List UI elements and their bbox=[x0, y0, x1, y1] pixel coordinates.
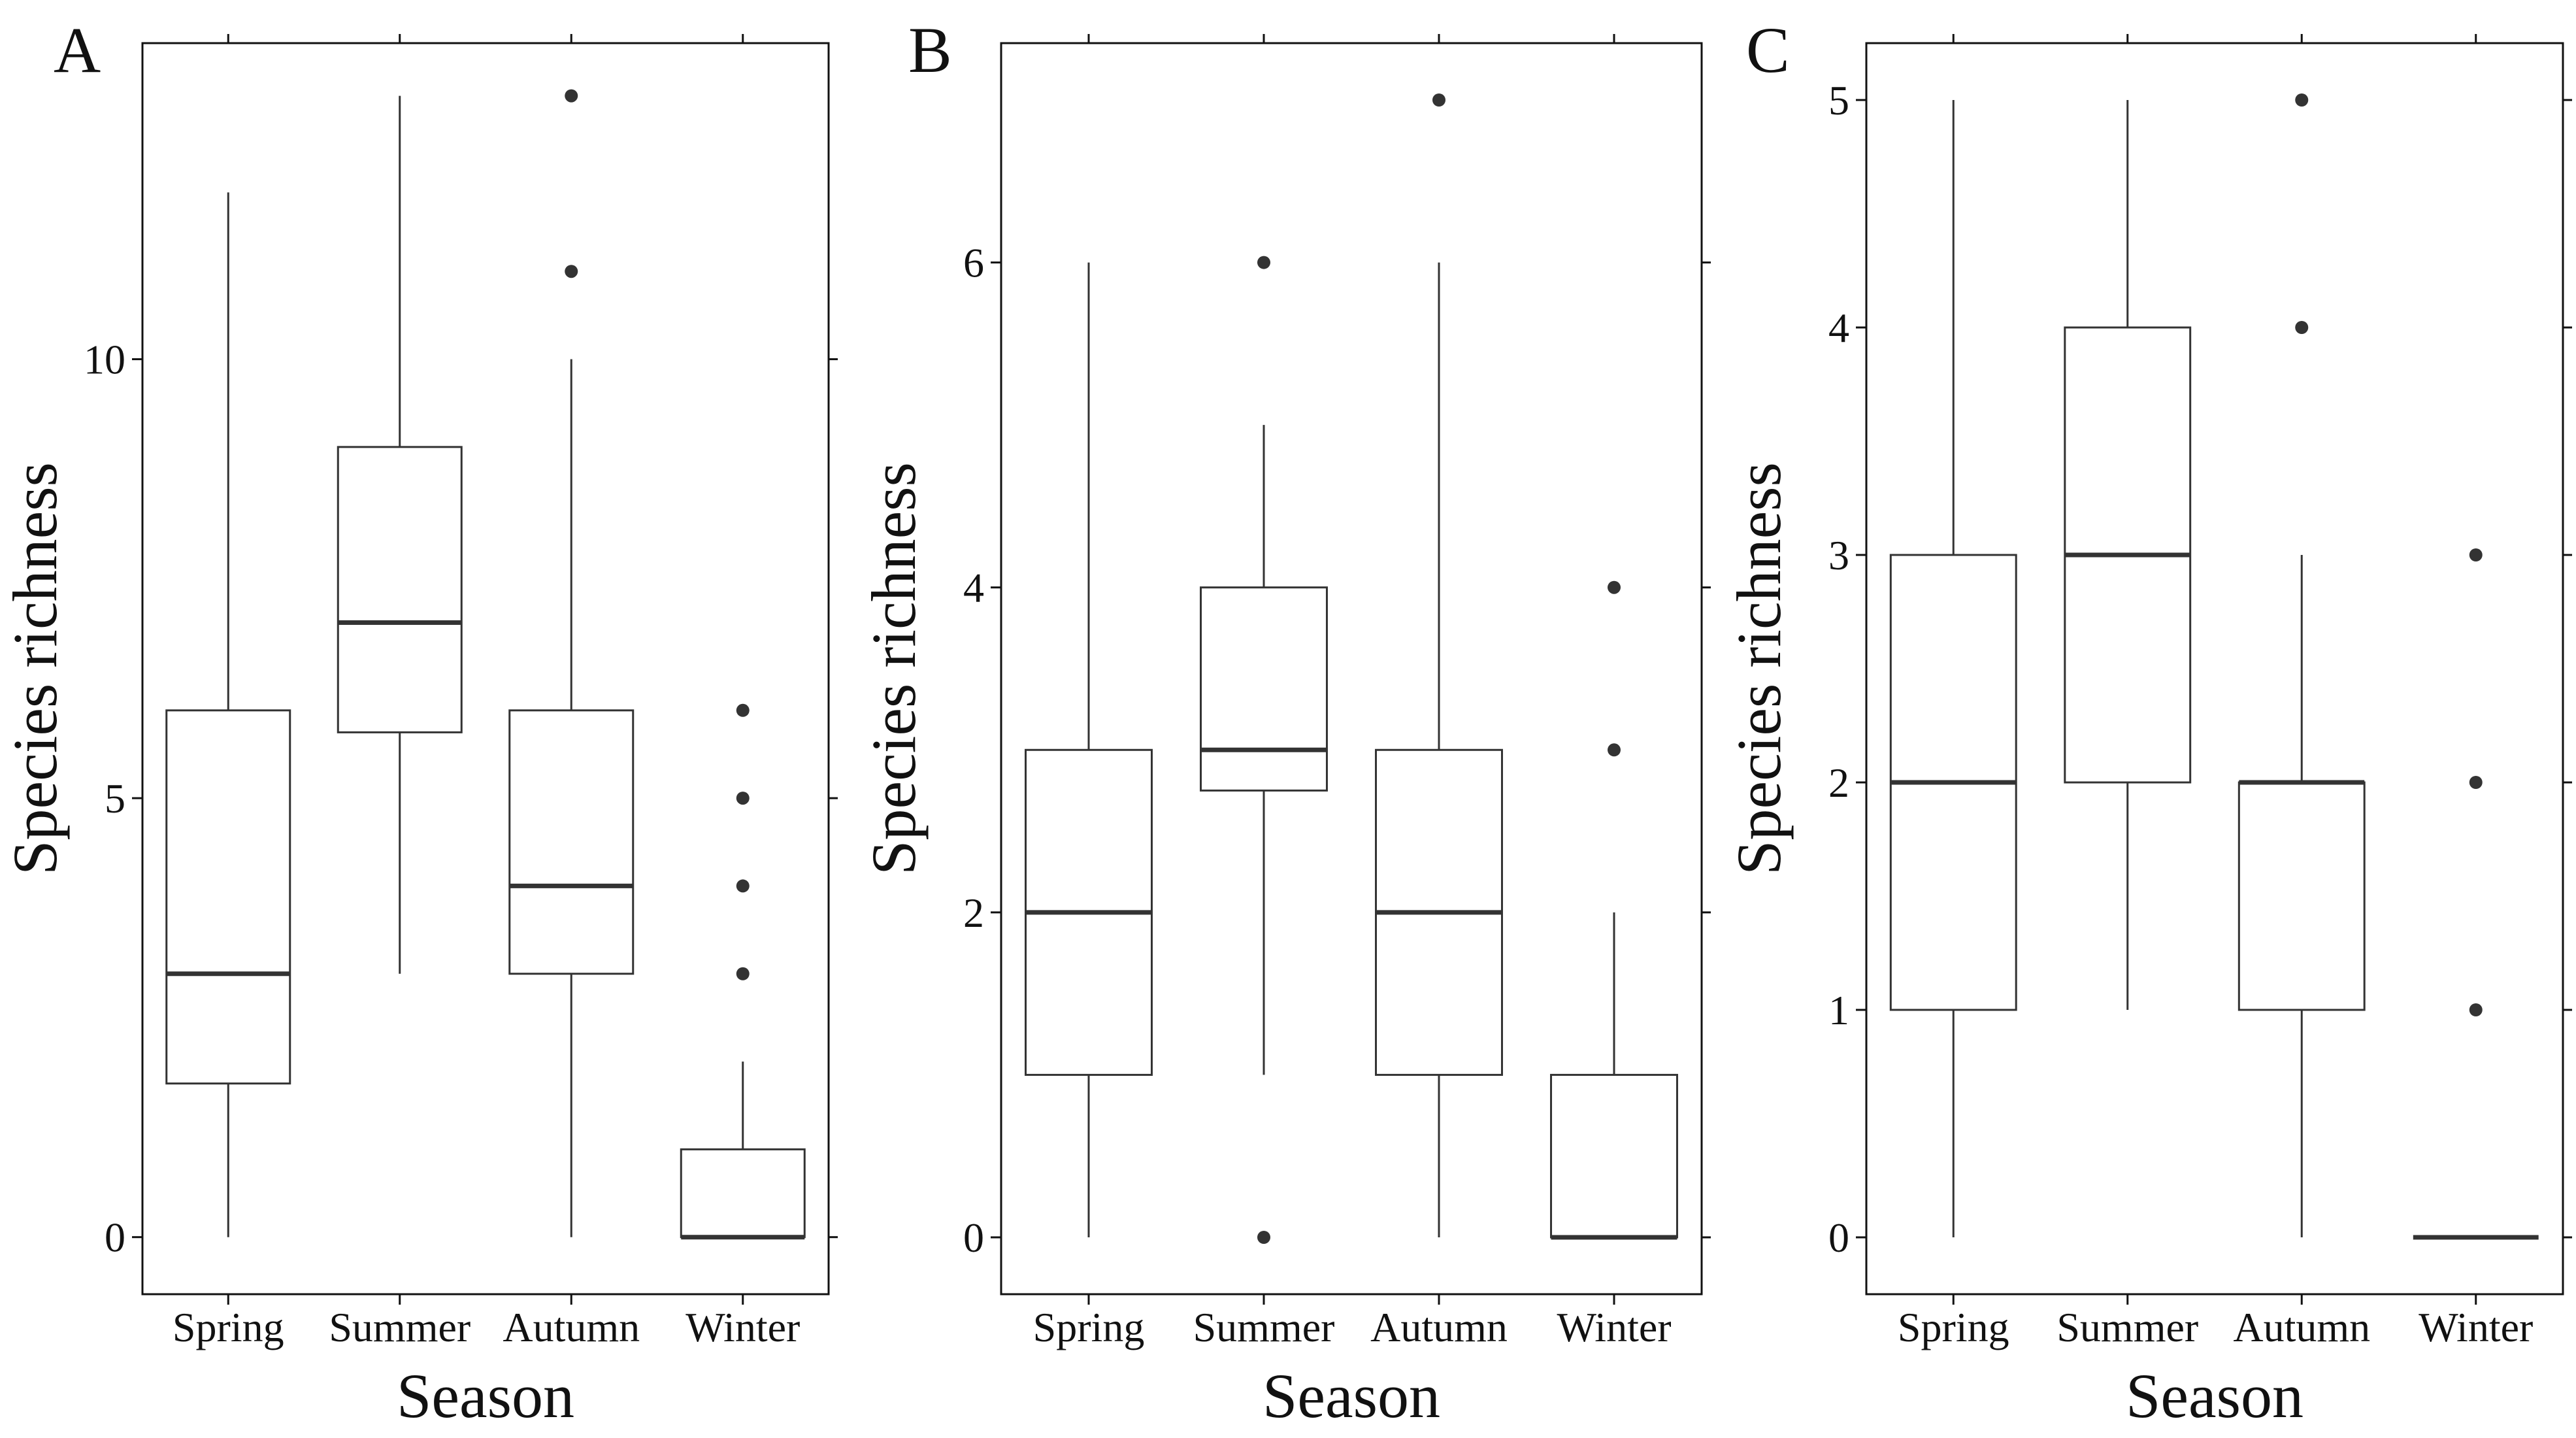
outlier-point bbox=[1257, 1231, 1270, 1244]
y-tick-label: 5 bbox=[105, 775, 125, 822]
x-tick-label: Winter bbox=[1557, 1304, 1671, 1350]
x-tick-label: Winter bbox=[685, 1304, 800, 1350]
x-tick-label: Spring bbox=[1033, 1304, 1145, 1350]
y-tick-label: 2 bbox=[1828, 760, 1849, 806]
y-axis-title: Species richness bbox=[859, 462, 929, 875]
plot-frame bbox=[1000, 42, 1703, 1296]
x-tick-label: Spring bbox=[1898, 1304, 2009, 1350]
panel-label: B bbox=[908, 14, 952, 86]
panel-c: C 0 1 2 3 4 5 Spring Summer Autumn Winter Season Spe… bbox=[1724, 14, 2572, 1431]
iqr-box bbox=[165, 709, 291, 1085]
outlier-point bbox=[2469, 776, 2483, 789]
panel-b: B 0 2 4 6 Spring Summer Autumn Winter Season Speci… bbox=[859, 14, 1711, 1431]
outlier-point bbox=[1432, 93, 1445, 107]
outlier-point bbox=[736, 879, 750, 893]
y-tick-label: 0 bbox=[963, 1214, 984, 1261]
plot-frame bbox=[141, 42, 830, 1296]
outlier-point bbox=[1257, 256, 1270, 269]
panel-label: A bbox=[54, 14, 101, 86]
y-tick-label: 0 bbox=[1828, 1214, 1849, 1261]
plot-frame bbox=[1865, 42, 2564, 1296]
x-tick-label: Summer bbox=[2056, 1304, 2198, 1350]
outlier-point bbox=[2469, 1003, 2483, 1016]
outlier-point bbox=[565, 265, 578, 278]
panel-a: A 0 5 10 Spring Summer Autumn Winter Season Speci… bbox=[0, 14, 838, 1431]
iqr-box bbox=[1200, 586, 1328, 792]
y-tick-label: 1 bbox=[1828, 987, 1849, 1033]
box-autumn bbox=[508, 89, 635, 1237]
box-winter bbox=[1550, 580, 1678, 1240]
outlier-point bbox=[1608, 580, 1621, 594]
box-autumn bbox=[1375, 93, 1503, 1237]
iqr-box bbox=[337, 446, 463, 733]
x-tick-label: Summer bbox=[329, 1304, 471, 1350]
x-tick-label: Autumn bbox=[1370, 1304, 1508, 1350]
x-axis-title: Season bbox=[1263, 1361, 1440, 1431]
outlier-point bbox=[1608, 743, 1621, 757]
box-winter bbox=[680, 703, 806, 1240]
box-winter bbox=[2413, 548, 2539, 1240]
y-axis-title: Species richness bbox=[1724, 462, 1794, 875]
iqr-box bbox=[2237, 781, 2366, 1011]
x-tick-label: Autumn bbox=[503, 1304, 640, 1350]
iqr-box bbox=[680, 1148, 806, 1239]
box-summer bbox=[2064, 100, 2192, 1010]
x-tick-label: Autumn bbox=[2233, 1304, 2370, 1350]
box-spring bbox=[1889, 100, 2017, 1237]
outlier-point bbox=[2295, 321, 2309, 334]
x-tick-label: Spring bbox=[173, 1304, 284, 1350]
y-tick-label: 6 bbox=[963, 240, 984, 286]
box-spring bbox=[165, 192, 291, 1237]
x-tick-label: Winter bbox=[2419, 1304, 2533, 1350]
y-tick-label: 2 bbox=[963, 890, 984, 936]
y-tick-label: 3 bbox=[1828, 532, 1849, 578]
y-tick-label: 4 bbox=[1828, 305, 1849, 351]
x-axis-title: Season bbox=[397, 1361, 574, 1431]
y-tick-label: 4 bbox=[963, 565, 984, 611]
iqr-box bbox=[1550, 1073, 1678, 1239]
iqr-box bbox=[508, 709, 635, 975]
y-tick-label: 10 bbox=[84, 337, 125, 383]
outlier-point bbox=[736, 792, 750, 805]
outlier-point bbox=[736, 967, 750, 980]
box-summer bbox=[1200, 256, 1328, 1244]
box-spring bbox=[1025, 262, 1153, 1237]
outlier-point bbox=[2295, 93, 2309, 107]
y-tick-label: 5 bbox=[1828, 77, 1849, 124]
y-tick-label: 0 bbox=[105, 1214, 125, 1261]
y-axis-title: Species richness bbox=[0, 462, 70, 875]
outlier-point bbox=[736, 703, 750, 717]
x-tick-label: Summer bbox=[1193, 1304, 1335, 1350]
outlier-point bbox=[565, 89, 578, 103]
panel-label: C bbox=[1746, 14, 1790, 86]
outlier-point bbox=[2469, 548, 2483, 561]
box-summer bbox=[337, 95, 463, 974]
box-autumn bbox=[2237, 93, 2366, 1237]
x-axis-title: Season bbox=[2126, 1361, 2304, 1431]
